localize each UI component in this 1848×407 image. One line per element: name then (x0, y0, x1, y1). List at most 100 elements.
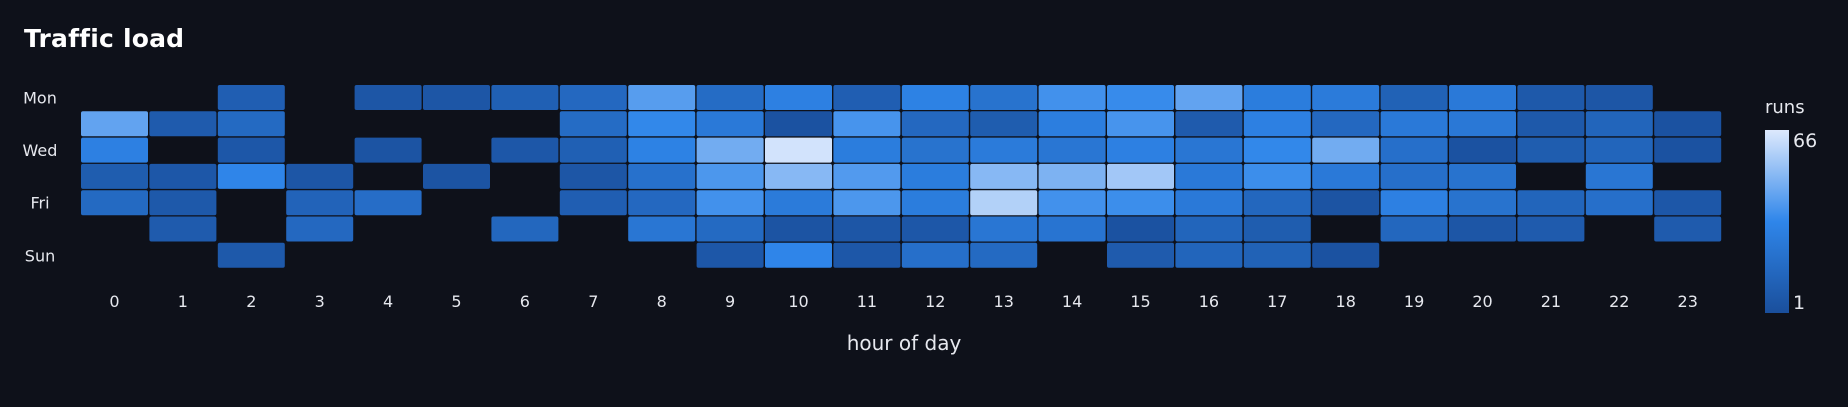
heatmap-cell-Sun-13 (970, 242, 1038, 268)
x-tick-label: 19 (1404, 292, 1424, 311)
heatmap-cell-Fri-14 (1038, 190, 1106, 216)
heatmap-cell-Tue-0 (81, 111, 148, 137)
y-tick-label: Mon (23, 89, 57, 108)
heatmap-cell-Wed-21 (1517, 137, 1585, 163)
y-tick-label: Sun (25, 246, 55, 265)
heatmap-cell-Wed-22 (1585, 137, 1653, 163)
heatmap-cell-Tue-23 (1654, 111, 1722, 137)
y-tick-label: Fri (30, 194, 49, 213)
x-tick-label: 7 (588, 292, 598, 311)
x-tick-label: 18 (1336, 292, 1356, 311)
heatmap-cell-Wed-12 (901, 137, 969, 163)
heatmap-cell-Tue-10 (765, 111, 832, 137)
heatmap-cell-Tue-13 (970, 111, 1038, 137)
heatmap-cell-Fri-23 (1654, 190, 1722, 216)
heatmap-cell-Sat-9 (696, 216, 764, 242)
heatmap-cell-Sat-23 (1654, 216, 1722, 242)
x-tick-label: 11 (857, 292, 877, 311)
x-tick-label: 17 (1267, 292, 1287, 311)
heatmap-cell-Sat-19 (1380, 216, 1448, 242)
heatmap-cell-Thu-15 (1107, 163, 1174, 189)
heatmap-cell-Sat-11 (833, 216, 901, 242)
heatmap-cell-Sat-16 (1175, 216, 1243, 242)
heatmap-cell-Fri-1 (149, 190, 217, 216)
heatmap-cell-Mon-12 (901, 85, 969, 110)
heatmap-cell-Tue-11 (833, 111, 901, 137)
heatmap-cell-Sat-8 (628, 216, 696, 242)
colorbar-gradient (1765, 130, 1789, 313)
heatmap-cell-Thu-13 (970, 163, 1038, 189)
heatmap-cell-Sat-20 (1449, 216, 1516, 242)
x-tick-label: 13 (994, 292, 1014, 311)
heatmap-cell-Wed-18 (1312, 137, 1380, 163)
heatmap-cell-Wed-2 (217, 137, 285, 163)
heatmap-cell-Fri-16 (1175, 190, 1243, 216)
heatmap-cell-Mon-14 (1038, 85, 1106, 110)
heatmap-cell-Sat-3 (286, 216, 354, 242)
heatmap-cell-Mon-4 (354, 85, 422, 110)
heatmap-cell-Sun-11 (833, 242, 901, 268)
heatmap-cell-Wed-7 (559, 137, 627, 163)
heatmap-cell-Mon-22 (1585, 85, 1653, 110)
heatmap-cell-Tue-17 (1243, 111, 1311, 137)
heatmap-cell-Thu-22 (1585, 163, 1653, 189)
x-tick-label: 16 (1199, 292, 1219, 311)
x-tick-label: 2 (246, 292, 256, 311)
heatmap-cell-Mon-19 (1380, 85, 1448, 110)
heatmap-cell-Thu-0 (81, 163, 148, 189)
heatmap-cell-Fri-22 (1585, 190, 1653, 216)
heatmap-cell-Sat-13 (970, 216, 1038, 242)
heatmap-cell-Wed-19 (1380, 137, 1448, 163)
heatmap-cell-Tue-15 (1107, 111, 1174, 137)
heatmap-cells (81, 85, 1722, 268)
heatmap-cell-Thu-9 (696, 163, 764, 189)
heatmap-cell-Sat-1 (149, 216, 217, 242)
heatmap-cell-Fri-8 (628, 190, 696, 216)
heatmap-cell-Sat-17 (1243, 216, 1311, 242)
heatmap-cell-Fri-13 (970, 190, 1038, 216)
heatmap-cell-Tue-19 (1380, 111, 1448, 137)
x-tick-label: 20 (1472, 292, 1492, 311)
x-tick-label: 12 (925, 292, 945, 311)
heatmap-cell-Mon-20 (1449, 85, 1516, 110)
heatmap-cell-Fri-4 (354, 190, 422, 216)
x-tick-label: 14 (1062, 292, 1082, 311)
heatmap-cell-Fri-18 (1312, 190, 1380, 216)
heatmap-cell-Mon-16 (1175, 85, 1243, 110)
heatmap-cell-Wed-8 (628, 137, 696, 163)
heatmap-cell-Tue-16 (1175, 111, 1243, 137)
heatmap-cell-Fri-20 (1449, 190, 1516, 216)
heatmap-cell-Wed-9 (696, 137, 764, 163)
heatmap-cell-Wed-14 (1038, 137, 1106, 163)
heatmap-cell-Mon-11 (833, 85, 901, 110)
x-tick-label: 1 (178, 292, 188, 311)
heatmap-cell-Sun-16 (1175, 242, 1243, 268)
heatmap-cell-Mon-17 (1243, 85, 1311, 110)
heatmap-cell-Mon-9 (696, 85, 764, 110)
heatmap-cell-Fri-11 (833, 190, 901, 216)
heatmap-cell-Tue-2 (217, 111, 285, 137)
heatmap-cell-Tue-21 (1517, 111, 1585, 137)
x-tick-label: 9 (725, 292, 735, 311)
colorbar-max-label: 66 (1793, 130, 1817, 152)
heatmap-cell-Sat-15 (1107, 216, 1174, 242)
heatmap-cell-Mon-13 (970, 85, 1038, 110)
heatmap-cell-Fri-15 (1107, 190, 1174, 216)
heatmap-cell-Tue-8 (628, 111, 696, 137)
heatmap-cell-Mon-18 (1312, 85, 1380, 110)
x-tick-label: 8 (657, 292, 667, 311)
heatmap-cell-Fri-17 (1243, 190, 1311, 216)
heatmap-cell-Wed-16 (1175, 137, 1243, 163)
heatmap-cell-Sun-9 (696, 242, 764, 268)
heatmap-cell-Sat-21 (1517, 216, 1585, 242)
heatmap-cell-Wed-0 (81, 137, 148, 163)
x-tick-label: 22 (1609, 292, 1629, 311)
heatmap-cell-Tue-1 (149, 111, 217, 137)
heatmap-cell-Fri-9 (696, 190, 764, 216)
heatmap-cell-Sun-12 (901, 242, 969, 268)
heatmap-cell-Thu-14 (1038, 163, 1106, 189)
heatmap-cell-Thu-12 (901, 163, 969, 189)
heatmap-cell-Thu-18 (1312, 163, 1380, 189)
heatmap-cell-Fri-3 (286, 190, 354, 216)
